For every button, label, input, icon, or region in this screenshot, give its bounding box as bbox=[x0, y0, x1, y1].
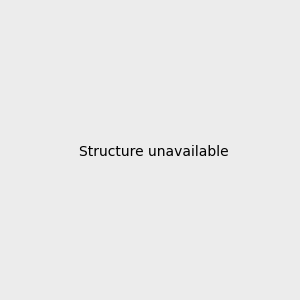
Text: Structure unavailable: Structure unavailable bbox=[79, 145, 229, 158]
